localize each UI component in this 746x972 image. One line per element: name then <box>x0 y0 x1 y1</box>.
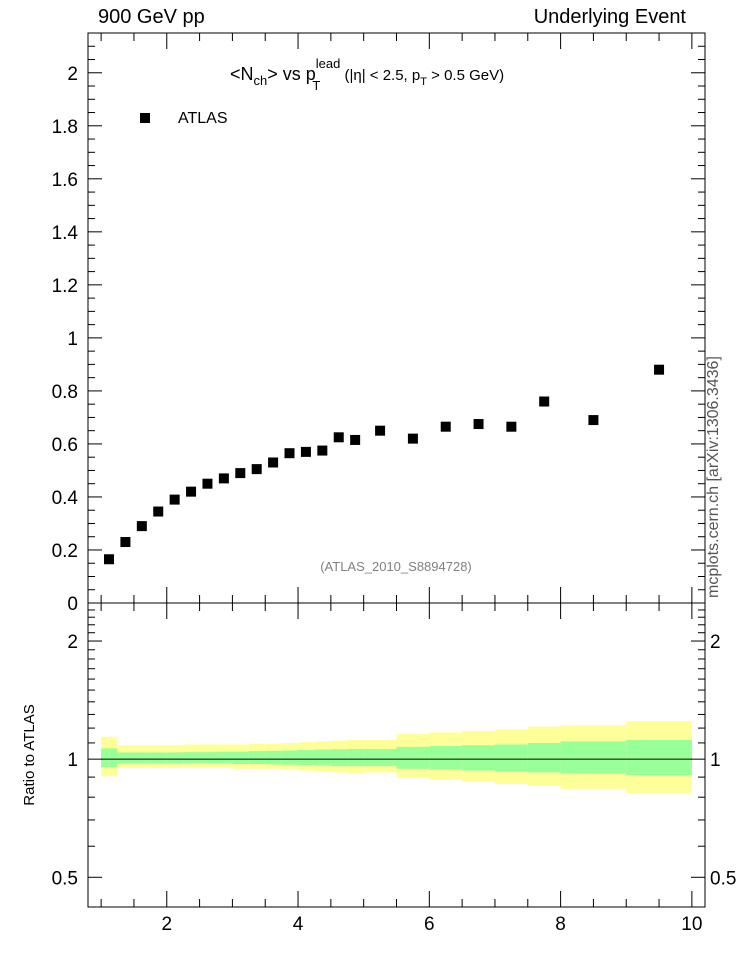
title-p-sub: T <box>312 78 320 93</box>
ratio-band-stat <box>117 752 134 764</box>
ratio-band-stat <box>101 748 118 768</box>
data-point <box>654 364 665 375</box>
ratio-band-stat <box>265 750 282 765</box>
y-tick-label: 0.4 <box>52 488 79 509</box>
ratio-band-stat <box>183 752 200 764</box>
title-cut-sub: T <box>420 76 427 88</box>
ratio-band-stat <box>232 751 249 764</box>
ratio-band-stat <box>494 744 528 772</box>
x-tick-label: 4 <box>293 914 304 935</box>
x-tick-label: 8 <box>555 914 566 935</box>
data-point <box>104 554 115 565</box>
x-tick-label: 10 <box>681 914 702 935</box>
x-tick-label: 2 <box>161 914 172 935</box>
ratio-y-tick-label-right: 0.5 <box>710 868 736 889</box>
data-point <box>506 421 517 432</box>
title-n-sub: ch <box>254 73 268 88</box>
ratio-y-tick-label: 1 <box>67 750 78 771</box>
title-cut-open: (|η| < 2.5, p <box>340 67 420 84</box>
data-point <box>218 473 229 484</box>
data-point <box>350 434 361 445</box>
ratio-band-stat <box>527 742 561 773</box>
y-tick-label: 1 <box>67 329 78 350</box>
ratio-band-stat <box>560 741 627 774</box>
y-tick-label: 1.2 <box>52 276 78 297</box>
y-tick-label: 2 <box>67 64 78 85</box>
ratio-band-stat <box>133 752 151 764</box>
data-point <box>588 415 599 426</box>
data-point <box>235 468 246 479</box>
analysis-reference-label: (ATLAS_2010_S8894728) <box>320 559 472 574</box>
data-point <box>473 419 484 430</box>
data-point <box>202 478 213 489</box>
ratio-band-stat <box>166 752 184 764</box>
ratio-band-stat <box>298 750 315 766</box>
ratio-ylabel: Ratio to ATLAS <box>21 704 38 805</box>
ratio-band-stat <box>330 749 348 767</box>
legend-label: ATLAS <box>178 110 228 127</box>
ratio-y-tick-label-right: 1 <box>710 750 721 771</box>
ratio-band-stat <box>363 748 397 767</box>
data-point <box>120 537 131 548</box>
ratio-band-stat <box>150 752 167 764</box>
data-point <box>268 457 279 468</box>
data-point <box>539 396 550 407</box>
data-point <box>136 521 147 532</box>
ratio-band-stat <box>626 739 692 776</box>
y-tick-label: 1.6 <box>52 170 78 191</box>
title-n-open: <N <box>230 64 254 84</box>
title-p-sup: lead <box>316 56 341 71</box>
data-point <box>407 433 418 444</box>
title-cut-close: > 0.5 GeV) <box>427 67 504 84</box>
ratio-band-stat <box>199 752 216 764</box>
ratio-y-tick-label: 0.5 <box>52 868 78 889</box>
ratio-band-stat <box>281 750 299 765</box>
header-right-label: Underlying Event <box>533 6 686 28</box>
data-point <box>186 486 197 497</box>
data-point <box>333 432 344 443</box>
y-tick-label: 0.6 <box>52 435 78 456</box>
data-point <box>251 464 262 475</box>
y-tick-label: 1.8 <box>52 117 78 138</box>
header-left-label: 900 GeV pp <box>98 6 205 28</box>
y-tick-label: 0.2 <box>52 541 78 562</box>
y-tick-label: 1.4 <box>52 223 79 244</box>
y-tick-label: 0.8 <box>52 382 78 403</box>
data-point <box>440 421 451 432</box>
title-n-close: > vs p <box>267 64 316 84</box>
ratio-y-tick-label: 2 <box>67 632 78 653</box>
legend-marker <box>140 113 150 123</box>
data-point <box>317 445 328 456</box>
data-point <box>153 506 164 517</box>
ratio-band-stat <box>462 745 495 771</box>
ratio-band-stat <box>347 748 364 767</box>
ratio-band-stat <box>215 751 233 764</box>
data-point <box>284 448 295 459</box>
ratio-y-tick-label-right: 2 <box>710 632 721 653</box>
ratio-band-stat <box>429 746 463 770</box>
x-tick-label: 6 <box>424 914 435 935</box>
ratio-band-stat <box>314 749 331 766</box>
data-point <box>375 425 386 436</box>
ratio-band-stat <box>396 746 430 769</box>
data-point <box>169 494 180 505</box>
ratio-band-stat <box>248 751 266 764</box>
data-point <box>300 446 311 457</box>
plot-title: <Nch> vs plead T (|η| < 2.5, pT > 0.5 GeV… <box>230 56 504 93</box>
y-tick-label: 0 <box>67 594 78 615</box>
